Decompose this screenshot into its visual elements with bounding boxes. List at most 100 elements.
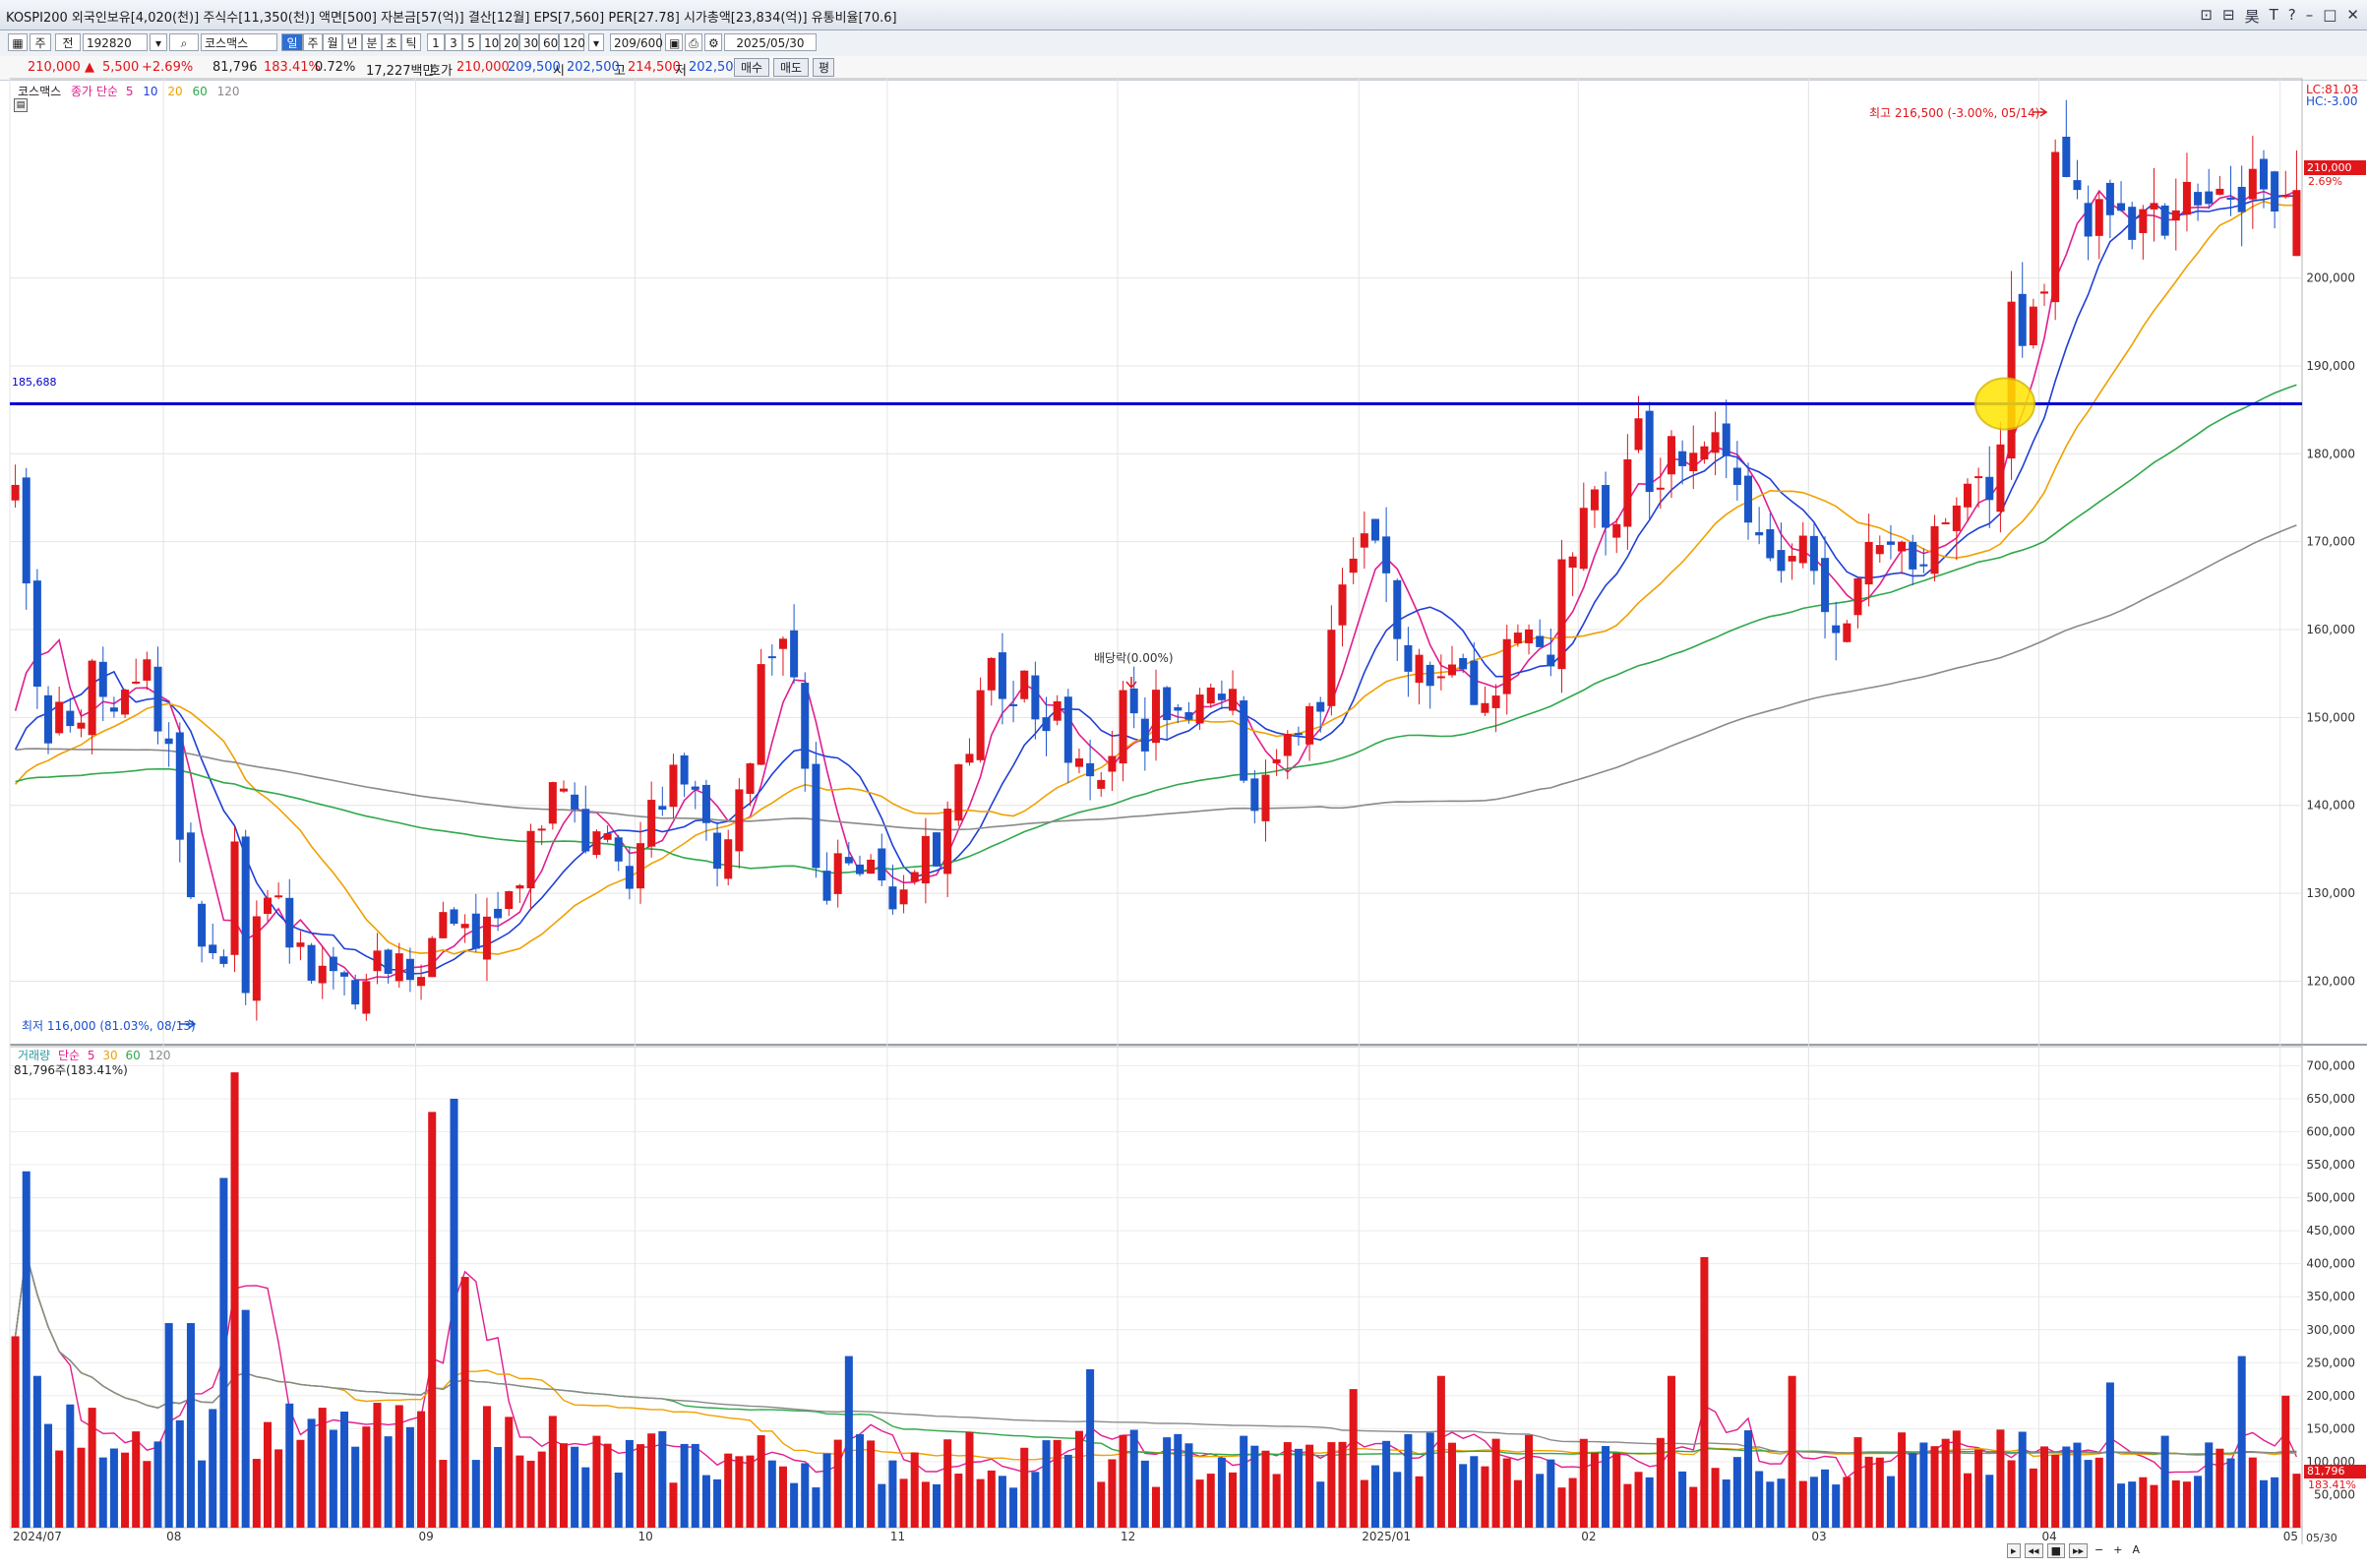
maximize-icon[interactable]: □: [2323, 6, 2337, 24]
candle-body: [1393, 579, 1402, 639]
date-tick-label: 12: [1121, 1530, 1135, 1543]
candle-body: [143, 659, 152, 681]
period-tick-tab[interactable]: 틱: [401, 33, 421, 51]
candle-body: [2084, 203, 2093, 237]
window-controls[interactable]: ⊡ ⊟ 昊 T ? – □ ✕: [2200, 6, 2359, 27]
volume-bar: [2007, 1460, 2016, 1528]
candle-body: [2182, 181, 2191, 215]
date-field[interactable]: 2025/05/30: [724, 33, 817, 51]
zoom-in-icon[interactable]: +: [2113, 1543, 2123, 1556]
period-day-tab[interactable]: 일: [281, 33, 303, 51]
candle-body: [405, 958, 414, 981]
minute-120-button[interactable]: 120: [559, 33, 585, 51]
candle-body: [1195, 694, 1204, 724]
volume-bar: [1053, 1439, 1062, 1528]
period-week-tab[interactable]: 주: [303, 33, 323, 51]
minute-30-button[interactable]: 30: [519, 33, 539, 51]
minute-10-button[interactable]: 10: [480, 33, 500, 51]
buy-button[interactable]: 매수: [734, 58, 769, 77]
stock-name-field[interactable]: 코스맥스: [201, 33, 277, 51]
stop-icon[interactable]: ■: [2046, 1543, 2065, 1558]
period-year-tab[interactable]: 년: [342, 33, 362, 51]
candle-body: [2051, 151, 2060, 303]
volume-bar: [1732, 1457, 1741, 1528]
candle-body: [669, 764, 678, 808]
candle-body: [1129, 688, 1138, 714]
volume-tick-label: 500,000: [2306, 1191, 2355, 1205]
count-field[interactable]: 209/600: [610, 33, 663, 51]
volume-bar: [351, 1446, 360, 1528]
minute-60-button[interactable]: 60: [539, 33, 559, 51]
dropdown-icon[interactable]: ▾: [150, 33, 167, 51]
price-tag-pct: 2.69%: [2308, 175, 2342, 188]
minute-5-button[interactable]: 5: [462, 33, 480, 51]
candle-body: [1338, 584, 1347, 626]
volume-bar: [494, 1447, 503, 1528]
next-icon[interactable]: ▸▸: [2068, 1543, 2089, 1558]
minute-20-button[interactable]: 20: [500, 33, 519, 51]
volume-bar: [581, 1467, 590, 1528]
help-icon[interactable]: ?: [2287, 6, 2296, 24]
dropdown-icon[interactable]: ▾: [588, 33, 604, 51]
mode-select[interactable]: 전: [55, 33, 81, 51]
minute-3-button[interactable]: 3: [445, 33, 462, 51]
candle-body: [625, 866, 634, 889]
candle-body: [1151, 690, 1161, 744]
collapse-icon[interactable]: ▤: [14, 98, 28, 112]
text-icon[interactable]: T: [2269, 6, 2278, 24]
volume-bar: [2271, 1477, 2279, 1528]
volume-bar: [1393, 1472, 1402, 1528]
candle-body: [1963, 483, 1972, 508]
gear-icon[interactable]: ⚙: [704, 33, 722, 51]
price-tag: 210,000: [2304, 160, 2366, 175]
volume-bar: [2117, 1483, 2126, 1528]
scroll-controls[interactable]: ▸ ◂◂ ■ ▸▸ − + A: [2007, 1543, 2143, 1558]
candle-body: [910, 872, 919, 882]
layout-icon[interactable]: ⊡: [2200, 6, 2213, 24]
volume-bar: [790, 1482, 799, 1528]
candle-body: [1853, 577, 1862, 616]
code-input[interactable]: 192820: [83, 33, 148, 51]
print-icon[interactable]: ⎙: [685, 33, 702, 51]
minimize-icon[interactable]: –: [2305, 6, 2314, 24]
candle-body: [1513, 633, 1522, 643]
zoom-out-icon[interactable]: −: [2094, 1543, 2104, 1556]
period-month-tab[interactable]: 월: [323, 33, 342, 51]
volume-bar: [1766, 1481, 1775, 1528]
volume-bar: [1481, 1466, 1489, 1528]
candle-body: [1272, 758, 1281, 763]
candle-body: [230, 841, 239, 955]
candle-body: [2259, 158, 2268, 190]
sell-button[interactable]: 매도: [773, 58, 809, 77]
legend-volume-name: 거래량: [18, 1049, 51, 1062]
stock-summary: KOSPI200 외국인보유[4,020(천)] 주식수[11,350(천)] …: [6, 11, 897, 26]
type-select[interactable]: 주: [30, 33, 51, 51]
candle-body: [647, 800, 656, 847]
volume-bar: [1612, 1453, 1621, 1528]
vma120-line: [14, 1253, 2297, 1455]
font-icon[interactable]: A: [2132, 1543, 2140, 1556]
candle-body: [2237, 186, 2246, 212]
volume-bar: [1360, 1479, 1368, 1528]
flat-button[interactable]: 평: [813, 58, 834, 77]
period-second-tab[interactable]: 초: [382, 33, 401, 51]
play-icon[interactable]: ▸: [2007, 1543, 2021, 1558]
minute-1-button[interactable]: 1: [427, 33, 445, 51]
prev-icon[interactable]: ◂◂: [2024, 1543, 2043, 1558]
candle-body: [1009, 703, 1018, 706]
volume-bar: [1602, 1446, 1610, 1528]
candle-body: [1612, 523, 1621, 538]
tile-icon[interactable]: ⊟: [2222, 6, 2235, 24]
volume-tick-label: 600,000: [2306, 1125, 2355, 1139]
save-icon[interactable]: ▣: [665, 33, 683, 51]
link-icon[interactable]: 昊: [2244, 8, 2260, 26]
volume-bar: [1502, 1458, 1511, 1528]
volume-bar: [1579, 1438, 1588, 1528]
volume-bar: [1229, 1472, 1238, 1528]
volume-bar: [2062, 1446, 2071, 1528]
chart-type-icon[interactable]: ▦: [8, 33, 28, 51]
close-icon[interactable]: ✕: [2346, 6, 2359, 24]
period-minute-tab[interactable]: 분: [362, 33, 382, 51]
search-icon[interactable]: ⌕: [169, 33, 199, 51]
